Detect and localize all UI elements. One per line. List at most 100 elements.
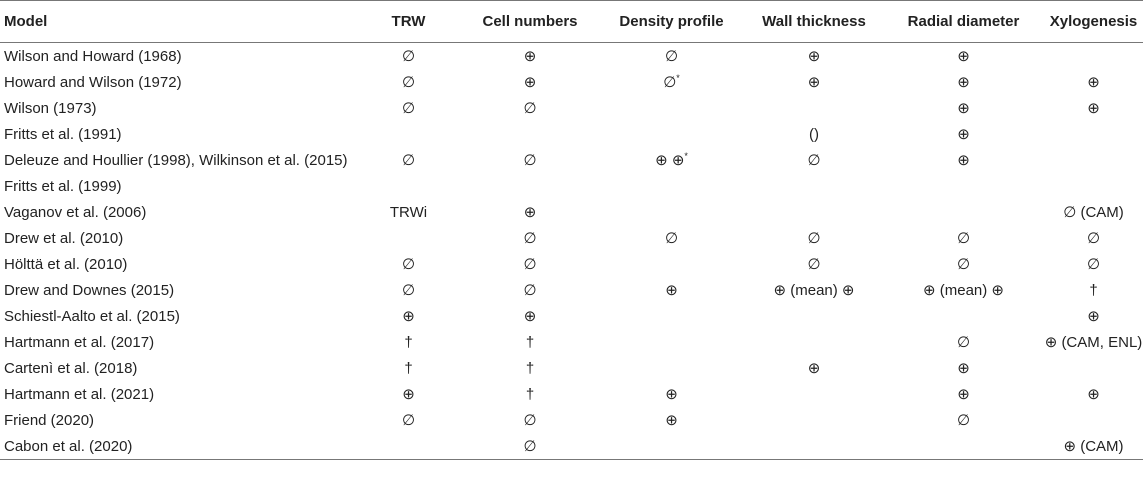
cell-density-profile xyxy=(598,95,745,121)
cell-xylogenesis xyxy=(1044,43,1143,70)
cell-density-profile: ⊕ ⊕* xyxy=(655,151,688,170)
cell-trw: ∅ xyxy=(401,282,416,299)
model-comparison-table: Model TRW Cell numbers Density profile W… xyxy=(0,0,1143,460)
table-row: Fritts et al. (1999) xyxy=(0,173,1143,199)
cell-trw: ⊕ xyxy=(402,308,415,325)
cell-model: Fritts et al. (1999) xyxy=(4,177,122,195)
cell-xylogenesis xyxy=(1044,121,1143,147)
cell-trw: † xyxy=(404,333,413,351)
cell-radial-diameter: ⊕ (mean) ⊕ xyxy=(923,282,1004,299)
cell-wall-thickness xyxy=(745,381,883,407)
header-row: Model TRW Cell numbers Density profile W… xyxy=(0,0,1143,43)
cell-cell-numbers xyxy=(462,173,598,199)
cell-trw: TRWi xyxy=(389,203,428,221)
cell-trw xyxy=(355,433,462,460)
cell-cell-numbers: ∅ xyxy=(523,230,537,247)
cell-density-profile xyxy=(598,251,745,277)
cell-trw: ⊕ xyxy=(402,386,415,403)
cell-wall-thickness: ⊕ xyxy=(807,48,821,65)
cell-model: Vaganov et al. (2006) xyxy=(4,203,147,221)
cell-cell-numbers: ∅ xyxy=(523,282,537,299)
header-density-profile: Density profile xyxy=(619,13,724,30)
cell-model: Howard and Wilson (1972) xyxy=(4,73,182,91)
cell-xylogenesis xyxy=(1044,173,1143,199)
table-row: Friend (2020) ∅ ∅ ⊕ ∅ xyxy=(0,407,1143,433)
cell-radial-diameter xyxy=(883,433,1044,460)
cell-trw: ∅ xyxy=(401,100,416,117)
cell-wall-thickness xyxy=(745,303,883,329)
cell-radial-diameter: ⊕ xyxy=(957,360,970,377)
cell-cell-numbers: ∅ xyxy=(523,100,537,117)
table-row: Cartenì et al. (2018) † † ⊕ ⊕ xyxy=(0,355,1143,381)
cell-cell-numbers: ⊕ xyxy=(523,48,537,65)
cell-radial-diameter: ⊕ xyxy=(957,126,970,143)
cell-xylogenesis: † xyxy=(1089,281,1098,299)
table-row: Hölttä et al. (2010) ∅ ∅ ∅ ∅ ∅ xyxy=(0,251,1143,277)
cell-cell-numbers: † xyxy=(525,359,535,377)
cell-wall-thickness xyxy=(745,173,883,199)
cell-density-profile: ∅ xyxy=(664,48,679,65)
header-model: Model xyxy=(4,13,48,30)
cell-density-profile: ⊕ xyxy=(665,282,678,299)
cell-model: Drew and Downes (2015) xyxy=(4,281,175,299)
cell-wall-thickness: ⊕ (mean) ⊕ xyxy=(773,282,855,299)
cell-model: Cartenì et al. (2018) xyxy=(4,359,138,377)
cell-trw: ∅ xyxy=(401,412,416,429)
cell-model: Drew et al. (2010) xyxy=(4,229,124,247)
cell-model: Fritts et al. (1991) xyxy=(4,125,122,143)
cell-density-profile xyxy=(598,121,745,147)
cell-radial-diameter: ⊕ xyxy=(957,100,970,117)
cell-model: Hölttä et al. (2010) xyxy=(4,255,128,273)
table-row: Cabon et al. (2020) ∅ ⊕ (CAM) xyxy=(0,433,1143,460)
table-row: Drew et al. (2010) ∅ ∅ ∅ ∅ ∅ xyxy=(0,225,1143,251)
cell-density-profile: ∅ xyxy=(664,230,679,247)
cell-radial-diameter: ⊕ xyxy=(957,386,970,403)
cell-radial-diameter: ⊕ xyxy=(957,74,970,91)
cell-trw: ∅ xyxy=(401,256,416,273)
cell-trw: ∅ xyxy=(401,74,416,91)
cell-trw: ∅ xyxy=(401,152,416,169)
table-row: Hartmann et al. (2017) † † ∅ ⊕ (CAM, ENL) xyxy=(0,329,1143,355)
cell-model: Deleuze and Houllier (1998), Wilkinson e… xyxy=(4,151,348,169)
cell-density-profile xyxy=(598,303,745,329)
cell-xylogenesis: ⊕ xyxy=(1087,100,1100,117)
cell-radial-diameter: ∅ xyxy=(956,230,971,247)
table-row: Drew and Downes (2015) ∅ ∅ ⊕ ⊕ (mean) ⊕ ⊕ (me… xyxy=(0,277,1143,303)
cell-xylogenesis: ⊕ xyxy=(1087,386,1100,403)
cell-model: Wilson and Howard (1968) xyxy=(4,47,182,65)
cell-trw: ∅ xyxy=(401,48,416,65)
cell-radial-diameter: ∅ xyxy=(956,334,971,351)
cell-wall-thickness: ∅ xyxy=(807,230,821,247)
cell-xylogenesis xyxy=(1044,147,1143,173)
cell-density-profile: ⊕ xyxy=(665,386,678,403)
cell-model: Friend (2020) xyxy=(4,411,95,429)
cell-cell-numbers xyxy=(462,121,598,147)
table-row: Deleuze and Houllier (1998), Wilkinson e… xyxy=(0,147,1143,173)
cell-model: Schiestl-Aalto et al. (2015) xyxy=(4,307,180,325)
cell-cell-numbers: ⊕ xyxy=(523,308,537,325)
cell-density-profile xyxy=(598,329,745,355)
cell-wall-thickness: ∅ xyxy=(807,152,821,169)
cell-cell-numbers: † xyxy=(525,333,535,351)
cell-radial-diameter xyxy=(883,303,1044,329)
cell-cell-numbers: ⊕ xyxy=(523,74,537,91)
cell-trw xyxy=(355,225,462,251)
table-row: Howard and Wilson (1972) ∅ ⊕ ∅* ⊕ ⊕ ⊕ xyxy=(0,69,1143,95)
cell-xylogenesis: ∅ xyxy=(1086,256,1101,273)
cell-model: Cabon et al. (2020) xyxy=(4,437,133,455)
cell-radial-diameter: ∅ xyxy=(956,256,971,273)
cell-wall-thickness: () xyxy=(809,125,819,143)
cell-radial-diameter xyxy=(883,199,1044,225)
cell-model: Hartmann et al. (2021) xyxy=(4,385,155,403)
cell-density-profile: ⊕ xyxy=(665,412,678,429)
cell-density-profile xyxy=(598,199,745,225)
header-radial-diameter: Radial diameter xyxy=(907,13,1020,30)
cell-wall-thickness xyxy=(745,95,883,121)
table-row: Schiestl-Aalto et al. (2015) ⊕ ⊕ ⊕ xyxy=(0,303,1143,329)
table-row: Wilson (1973) ∅ ∅ ⊕ ⊕ xyxy=(0,95,1143,121)
cell-radial-diameter: ⊕ xyxy=(957,48,970,65)
cell-density-profile xyxy=(598,433,745,460)
cell-density-profile: ∅* xyxy=(663,73,680,92)
table-row: Vaganov et al. (2006) TRWi ⊕ ∅ (CAM) xyxy=(0,199,1143,225)
cell-xylogenesis: ∅ xyxy=(1086,230,1101,247)
